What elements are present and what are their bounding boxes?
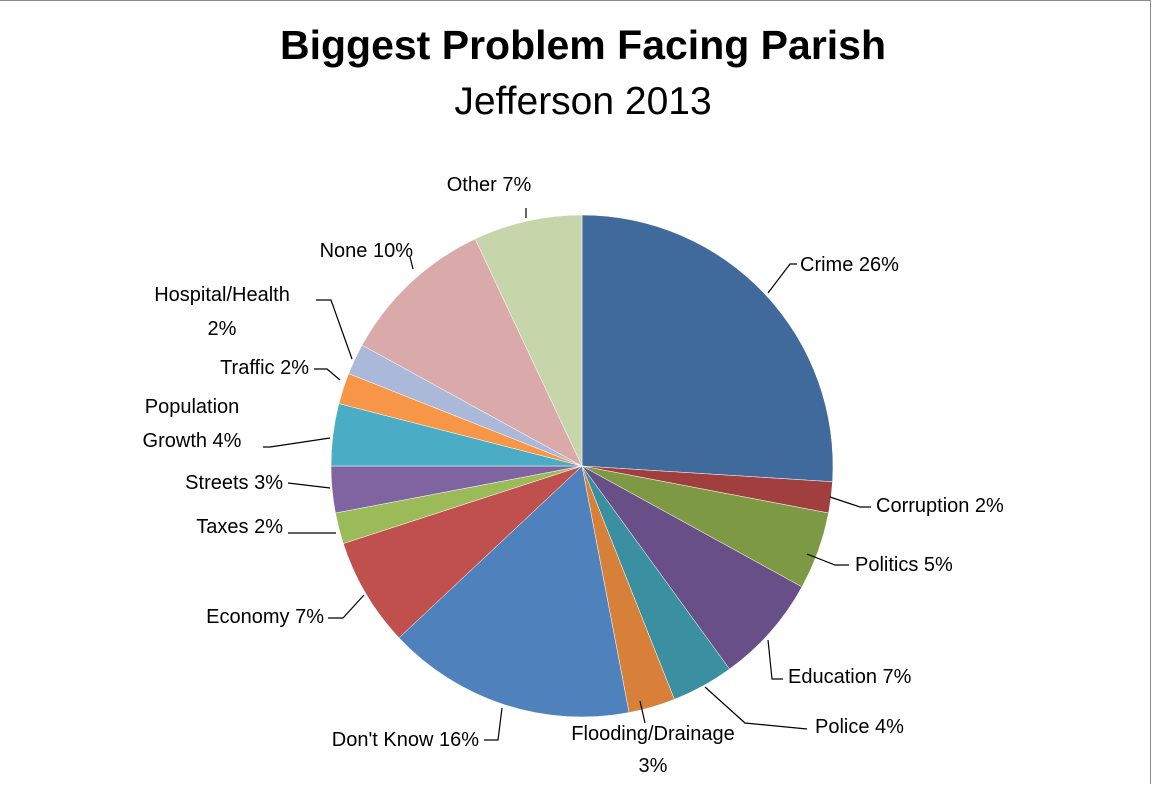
leader-line: [767, 263, 797, 294]
slice-label: Population Growth 4%: [143, 396, 242, 452]
slice-label: Streets 3%: [185, 472, 283, 494]
slice-label: None 10%: [320, 240, 414, 262]
slice-label: Politics 5%: [855, 554, 953, 576]
slice-label: Education 7%: [788, 666, 912, 688]
leader-line: [316, 299, 353, 360]
pie-slice-crime: [581, 214, 834, 483]
leader-line: [767, 639, 783, 680]
leader-line: [328, 594, 365, 619]
pie-slice-other: [474, 214, 583, 467]
slice-label: Corruption 2%: [876, 495, 1004, 517]
leader-line: [484, 707, 503, 741]
slice-labels: Crime 26% Corruption 2% Politics 5% Educati…: [143, 174, 1005, 777]
slice-label: Don't Know 16%: [332, 729, 479, 751]
leader-line: [829, 496, 871, 508]
slice-label: Other 7%: [447, 174, 532, 196]
slice-label: Taxes 2%: [196, 516, 283, 538]
leader-line: [806, 553, 849, 566]
slice-label: Crime 26%: [800, 254, 899, 276]
chart-subtitle: Jefferson 2013: [454, 80, 711, 123]
pie-slice-education: [581, 465, 803, 670]
leader-lines: [263, 208, 871, 741]
chart-title: Biggest Problem Facing Parish: [280, 22, 886, 68]
leader-line: [263, 437, 331, 448]
leader-line: [409, 256, 414, 270]
leader-line: [314, 368, 341, 381]
leader-line: [639, 700, 646, 724]
slice-label: Flooding/Drainage 3%: [571, 723, 734, 777]
pie-slices: [330, 214, 834, 718]
slice-label: Economy 7%: [206, 606, 324, 628]
pie-slice-don-t-know: [398, 465, 630, 718]
slice-label: Traffic 2%: [220, 357, 309, 379]
slice-label: Police 4%: [815, 716, 904, 738]
slice-label: Hospital/Health 2%: [154, 284, 290, 340]
pie-slice-economy: [342, 465, 583, 639]
leader-line: [704, 686, 808, 730]
leader-line: [287, 482, 331, 489]
pie-slice-none: [361, 238, 583, 467]
